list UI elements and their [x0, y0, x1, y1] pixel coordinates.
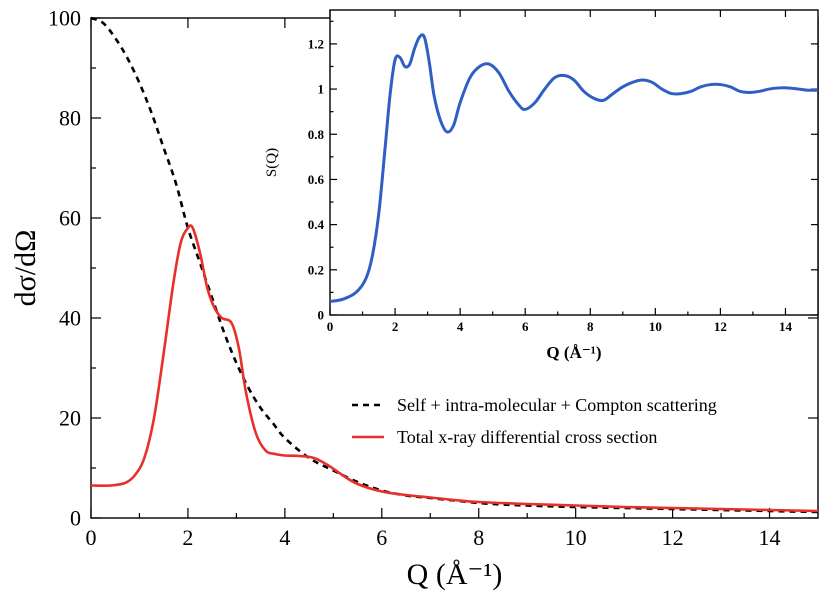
- x-tick-label: 6: [376, 525, 387, 550]
- main-series: [90, 16, 819, 514]
- x-tick-label: 10: [649, 319, 662, 334]
- x-tick-label: 14: [779, 319, 793, 334]
- y-tick-label: 60: [59, 206, 81, 231]
- y-tick-label: 0: [70, 506, 81, 531]
- y-tick-label: 100: [48, 6, 81, 31]
- x-tick-label: 2: [182, 525, 193, 550]
- y-tick-label: 80: [59, 106, 81, 131]
- x-tick-label: 0: [86, 525, 97, 550]
- x-tick-label: 4: [457, 319, 464, 334]
- inset-series: [329, 33, 819, 303]
- y-tick-label: 1: [318, 82, 325, 97]
- series-line-1: [90, 224, 819, 513]
- x-tick-label: 8: [587, 319, 594, 334]
- inset-x-axis-label: Q (Å⁻¹): [546, 343, 601, 362]
- x-tick-label: 4: [279, 525, 290, 550]
- x-tick-label: 12: [714, 319, 727, 334]
- x-tick-label: 2: [392, 319, 399, 334]
- main-x-axis-label: Q (Å⁻¹): [407, 558, 503, 591]
- x-tick-label: 6: [522, 319, 529, 334]
- inset-plot-frame: [329, 9, 819, 316]
- y-tick-label: 0.2: [308, 262, 324, 277]
- inset-x-ticks: 0 2 4 6 8 10 12 14: [327, 10, 793, 334]
- inset-y-axis-label: S(Q): [264, 148, 280, 177]
- x-tick-label: 0: [327, 319, 334, 334]
- y-tick-label: 0: [318, 308, 325, 323]
- inset-plot: 0 2 4 6 8 10 12 14 0 0.2 0.4 0.6 0.8 1 1.2 Q (Å⁻¹) S(…: [264, 9, 819, 362]
- inset-y-ticks: 0 0.2 0.4 0.6 0.8 1 1.2: [308, 20, 818, 323]
- inset-background: [330, 10, 818, 315]
- x-tick-label: 10: [565, 525, 587, 550]
- x-tick-label: 14: [759, 525, 781, 550]
- main-y-axis-label: dσ/dΩ: [9, 230, 42, 307]
- series-line-0: [90, 16, 819, 514]
- legend-label-total: Total x-ray differential cross section: [397, 427, 657, 447]
- series-line-0: [329, 33, 819, 303]
- y-tick-label: 1.2: [308, 36, 324, 51]
- legend-label-self-compton: Self + intra-molecular + Compton scatter…: [397, 395, 717, 415]
- y-tick-label: 0.4: [308, 217, 325, 232]
- y-tick-label: 0.6: [308, 172, 325, 187]
- x-tick-label: 8: [473, 525, 484, 550]
- y-tick-label: 20: [59, 406, 81, 431]
- y-tick-label: 40: [59, 306, 81, 331]
- y-tick-label: 0.8: [308, 127, 325, 142]
- legend: Self + intra-molecular + Compton scatter…: [352, 395, 717, 447]
- x-tick-label: 12: [662, 525, 684, 550]
